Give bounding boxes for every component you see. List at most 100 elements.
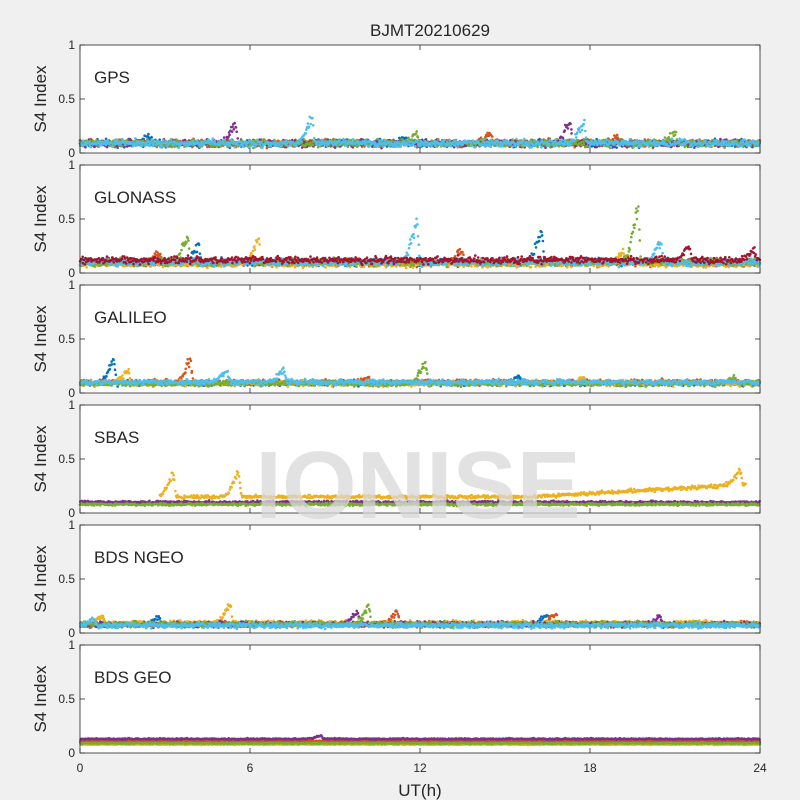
point — [441, 145, 444, 148]
point — [147, 133, 150, 136]
point — [554, 138, 557, 141]
point — [112, 146, 115, 149]
point — [443, 139, 446, 142]
point — [575, 136, 578, 139]
point — [414, 145, 417, 148]
point — [245, 144, 248, 147]
point — [280, 145, 283, 148]
point — [580, 144, 583, 147]
point — [160, 143, 163, 146]
point — [727, 140, 730, 143]
point — [491, 135, 494, 138]
point — [610, 146, 613, 149]
point — [717, 140, 720, 143]
point — [669, 132, 672, 135]
point — [369, 140, 372, 143]
point — [228, 134, 231, 137]
point — [150, 138, 153, 141]
point — [85, 144, 88, 147]
point — [640, 145, 643, 148]
point — [431, 139, 434, 142]
point — [522, 144, 525, 147]
point — [116, 138, 119, 141]
point — [415, 130, 418, 133]
point — [449, 139, 452, 142]
point — [82, 140, 85, 143]
point — [749, 144, 752, 147]
y-axis-label: S4 Index — [31, 65, 50, 133]
point — [192, 140, 195, 143]
point — [739, 143, 742, 146]
point — [410, 138, 413, 141]
point — [235, 126, 238, 129]
point — [384, 139, 387, 142]
y-tick-label: 1 — [68, 38, 75, 52]
point — [569, 143, 572, 146]
point — [314, 140, 317, 143]
point — [289, 144, 292, 147]
point — [583, 119, 586, 122]
point — [223, 136, 226, 139]
point — [725, 140, 728, 143]
point — [425, 141, 428, 144]
point — [721, 144, 724, 147]
point — [236, 143, 239, 146]
point — [579, 131, 582, 134]
point — [367, 145, 370, 148]
point — [656, 141, 659, 144]
point — [177, 146, 180, 149]
point — [449, 145, 452, 148]
point — [342, 138, 345, 141]
point — [569, 123, 572, 126]
point — [151, 145, 154, 148]
point — [312, 124, 315, 127]
point — [530, 138, 533, 141]
point — [648, 145, 651, 148]
point — [738, 145, 741, 148]
point — [345, 140, 348, 143]
point — [206, 146, 209, 149]
point — [675, 131, 678, 134]
point — [489, 145, 492, 148]
point — [391, 139, 394, 142]
point — [274, 142, 277, 145]
point — [668, 136, 671, 139]
point — [525, 141, 528, 144]
point — [511, 138, 514, 141]
point — [334, 146, 337, 149]
point — [617, 140, 620, 143]
chart-title: BJMT20210629 — [370, 21, 490, 40]
point — [287, 145, 290, 148]
point — [586, 145, 589, 148]
point — [162, 139, 165, 142]
point — [496, 144, 499, 147]
point — [419, 144, 422, 147]
point — [307, 122, 310, 125]
point — [584, 130, 587, 133]
point — [613, 146, 616, 149]
point — [242, 145, 245, 148]
point — [382, 146, 385, 149]
point — [676, 138, 679, 141]
point — [211, 137, 214, 140]
point — [745, 140, 748, 143]
point — [741, 145, 744, 148]
point — [539, 144, 542, 147]
point — [486, 141, 489, 144]
point — [417, 136, 420, 139]
point — [655, 144, 658, 147]
point — [399, 145, 402, 148]
point — [352, 138, 355, 141]
point — [454, 144, 457, 147]
point — [147, 140, 150, 143]
point — [308, 125, 311, 128]
point — [548, 143, 551, 146]
point — [154, 144, 157, 147]
point — [616, 134, 619, 137]
point — [141, 145, 144, 148]
point — [523, 138, 526, 141]
point — [223, 139, 226, 142]
point — [553, 145, 556, 148]
point — [629, 138, 632, 141]
